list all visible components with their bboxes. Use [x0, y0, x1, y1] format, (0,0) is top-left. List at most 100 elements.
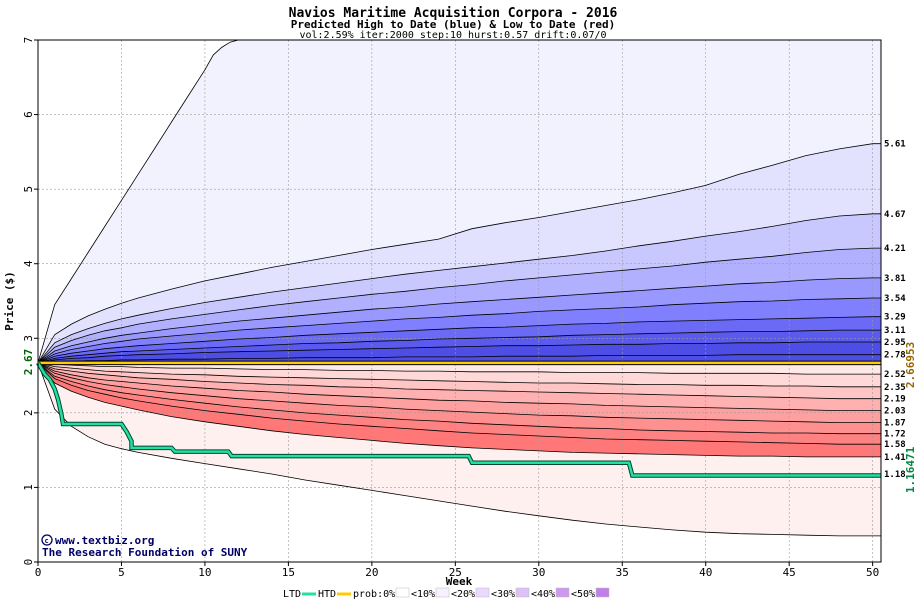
x-tick-label: 0 [35, 566, 42, 579]
start-price-label: 2.67 [22, 349, 35, 376]
curve-low-0 [37, 362, 881, 375]
curve-high-7 [37, 341, 881, 364]
legend-label: <30% [491, 589, 515, 600]
chart-title: Navios Maritime Acquisition Corpora - 20… [289, 6, 618, 21]
band-high-1 [38, 143, 881, 363]
final-value-label: 2.35 [884, 383, 906, 393]
final-value-label: 3.29 [884, 313, 906, 323]
credit-line-2: The Research Foundation of SUNY [42, 546, 248, 559]
curve-low-2 [37, 362, 881, 400]
final-value-label: 2.19 [884, 395, 906, 405]
final-value-label: 2.03 [884, 407, 906, 417]
final-value-label: 3.11 [884, 326, 906, 336]
x-tick-label: 25 [449, 566, 462, 579]
y-tick-label: 5 [22, 186, 35, 193]
curve-low-1 [37, 362, 881, 388]
curve-high-2 [37, 247, 881, 364]
plot-frame [37, 39, 882, 563]
band-low-3 [38, 362, 881, 411]
chart-params: vol:2.59% iter:2000 step:10 hurst:0.57 d… [299, 30, 606, 41]
band-high-5 [38, 298, 881, 363]
y-axis-label: Price ($) [3, 271, 16, 331]
final-value-label: 2.95 [884, 338, 906, 348]
copyright-icon [41, 534, 53, 546]
x-tick-label: 30 [532, 566, 545, 579]
band-high-6 [38, 316, 881, 363]
x-tick-label: 35 [616, 566, 629, 579]
curve-high-0 [37, 143, 881, 364]
legend-swatch [475, 587, 490, 598]
y-tick-label: 3 [22, 335, 35, 342]
band-low-0 [38, 362, 881, 375]
legend-label: prob:0% [353, 589, 395, 600]
final-value-label: 3.54 [884, 294, 906, 304]
legend-swatch [515, 587, 530, 598]
final-value-label: 4.67 [884, 210, 906, 220]
x-tick-label: 15 [282, 566, 295, 579]
x-tick-label: 20 [365, 566, 378, 579]
legend-label: <10% [411, 589, 435, 600]
curve-low-3 [37, 362, 881, 412]
band-high-3 [38, 248, 881, 363]
curve-high-1 [37, 213, 881, 364]
band-high-8 [38, 342, 881, 363]
final-value-label: 1.18 [884, 470, 906, 480]
legend-label: <40% [531, 589, 555, 600]
band-low-1 [38, 362, 881, 387]
legend-label: <50% [571, 589, 595, 600]
credit-line-1: www.textbiz.org [55, 534, 154, 547]
series-lines [36, 360, 881, 478]
band-low-7 [38, 362, 881, 457]
final-value-label: 1.87 [884, 419, 906, 429]
final-value-label: 2.78 [884, 351, 906, 361]
curves [37, 39, 881, 537]
y-tick-label: 6 [22, 111, 35, 118]
curve-high-5 [37, 316, 881, 364]
final-value-label: 1.58 [884, 440, 906, 450]
right-label-ltd: 1.16471 [904, 446, 917, 493]
copyright-mark: c [45, 537, 49, 545]
curve-high-6 [37, 329, 881, 364]
curve-outer-high [37, 39, 881, 364]
x-axis-label: Week [446, 575, 473, 588]
curve-low-7 [37, 362, 881, 458]
legend-swatch [595, 587, 610, 598]
y-tick-label: 4 [22, 260, 35, 267]
band-high-2 [38, 213, 881, 363]
curve-high-4 [37, 297, 881, 364]
curve-high-8 [37, 354, 881, 364]
credits: c www.textbiz.org The Research Foundatio… [41, 534, 248, 559]
x-tick-label: 10 [198, 566, 211, 579]
final-value-label: 5.61 [884, 140, 906, 150]
y-tick-label: 0 [22, 559, 35, 566]
curve-high-3 [37, 277, 881, 364]
ltd-line [36, 362, 881, 477]
legend-swatch [395, 587, 410, 598]
legend-label: <20% [451, 589, 475, 600]
legend-label: HTD [318, 589, 336, 600]
legend-swatch [435, 587, 450, 598]
x-tick-label: 45 [783, 566, 796, 579]
band-low-2 [38, 362, 881, 399]
curve-low-4 [37, 362, 881, 424]
curve-low-5 [37, 362, 881, 435]
x-tick-label: 5 [118, 566, 125, 579]
y-ticks: 0 1 2 3 4 5 6 7 [22, 37, 38, 566]
final-value-label: 2.52 [884, 370, 906, 380]
band-high-0 [38, 40, 881, 363]
legend-swatch [555, 587, 570, 598]
final-value-label: 1.72 [884, 430, 906, 440]
x-ticks: 0 5 10 15 20 25 30 35 40 45 50 [35, 562, 879, 579]
x-tick-label: 50 [866, 566, 879, 579]
y-tick-label: 1 [22, 484, 35, 491]
band-low-5 [38, 362, 881, 434]
y-tick-label: 7 [22, 37, 35, 44]
right-label-htd: 2.66953 [904, 342, 917, 388]
final-value-label: 3.81 [884, 274, 906, 284]
final-value-label: 1.41 [884, 453, 906, 463]
band-low-8 [38, 362, 881, 536]
final-value-labels: 5.61 4.67 4.21 3.81 3.54 3.29 3.11 2.95 2.78 2.52… [884, 140, 906, 480]
final-value-label: 4.21 [884, 244, 906, 254]
x-tick-label: 40 [699, 566, 712, 579]
